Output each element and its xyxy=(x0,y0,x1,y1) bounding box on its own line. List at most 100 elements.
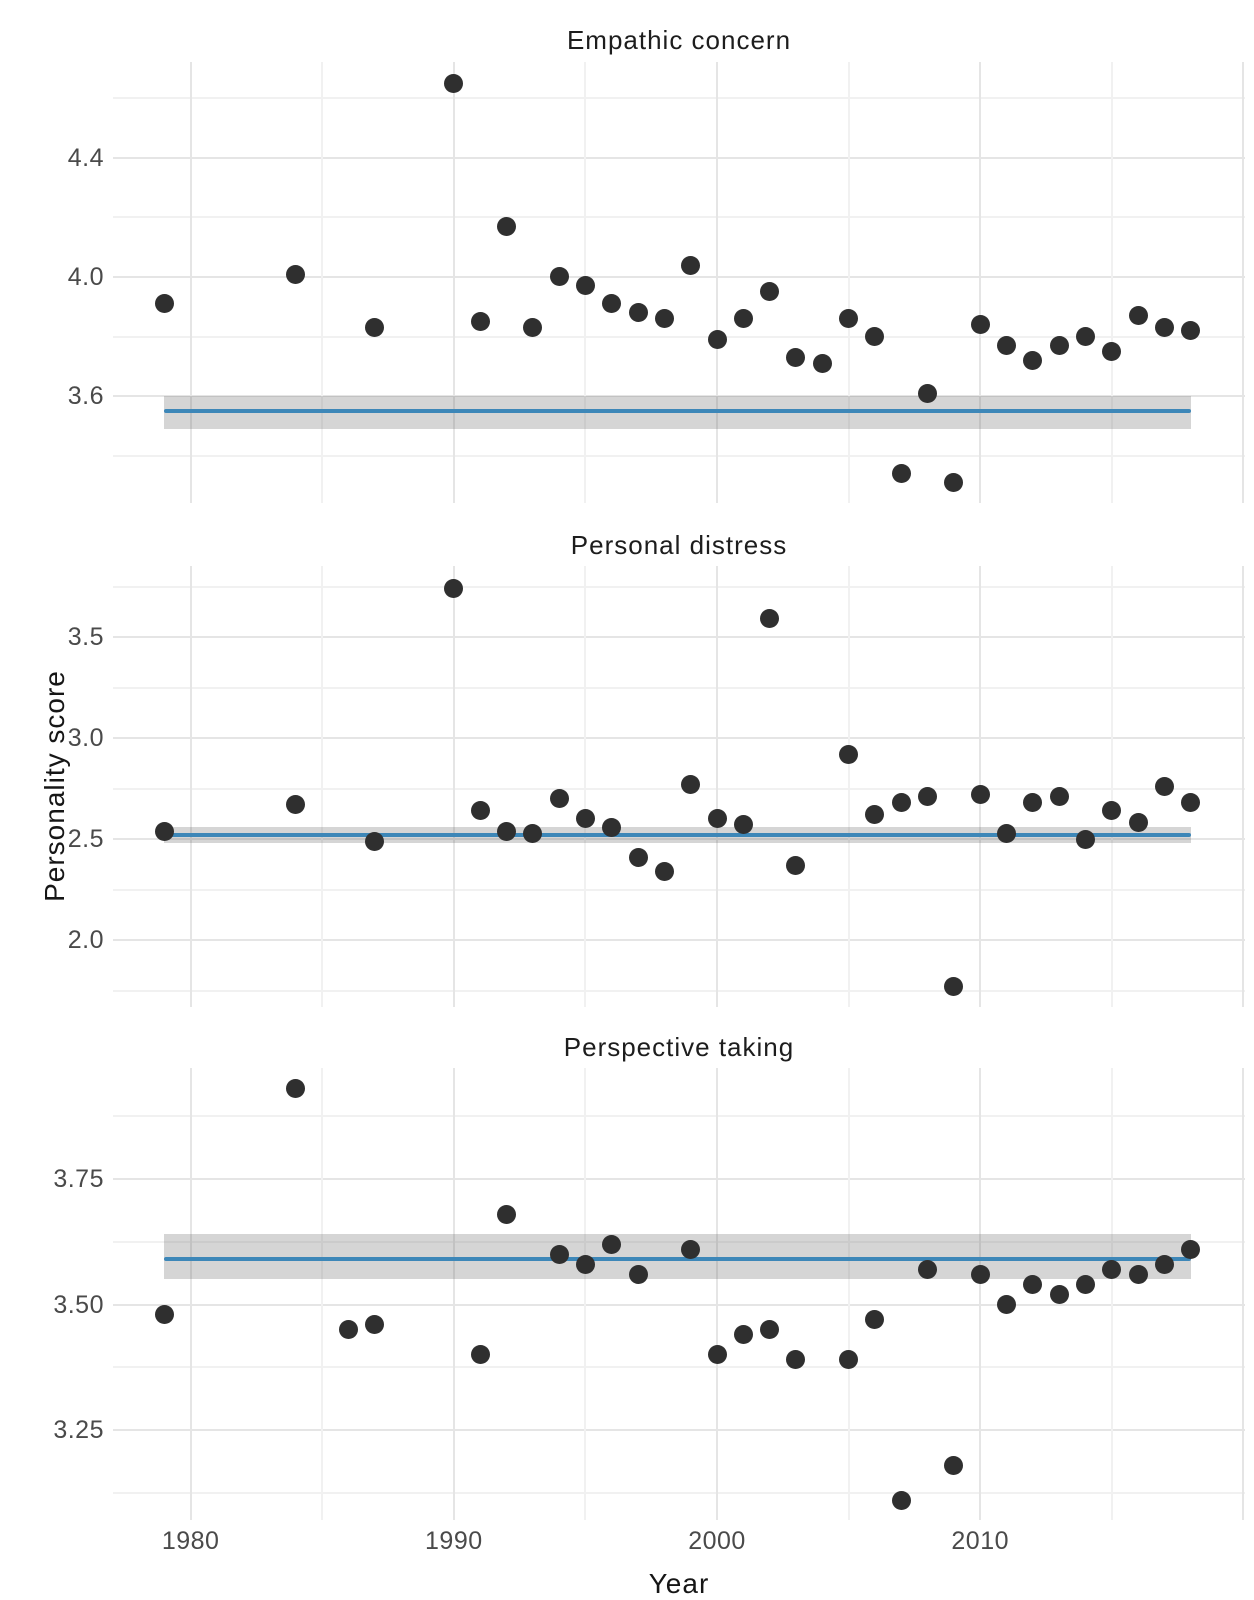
gridline-major-y xyxy=(113,838,1245,841)
data-point xyxy=(1128,813,1148,833)
data-point xyxy=(1049,787,1069,807)
data-point xyxy=(970,1264,990,1284)
data-point xyxy=(918,383,938,403)
data-point xyxy=(733,309,753,329)
gridline-major-x xyxy=(979,62,982,503)
data-point xyxy=(786,347,806,367)
gridline-minor-y xyxy=(113,335,1245,338)
gridline-minor-y xyxy=(113,97,1245,100)
data-point xyxy=(339,1320,359,1340)
data-point xyxy=(470,801,490,821)
gridline-minor-y xyxy=(113,1491,1245,1494)
gridline-minor-x xyxy=(584,566,587,1007)
data-point xyxy=(1023,350,1043,370)
gridline-minor-y xyxy=(113,787,1245,790)
data-point xyxy=(707,809,727,829)
data-point xyxy=(997,823,1017,843)
x-tick-label: 1990 xyxy=(425,1527,483,1555)
data-point xyxy=(549,1244,569,1264)
y-tick-label: 3.6 xyxy=(67,382,104,411)
data-point xyxy=(1076,327,1095,347)
x-axis-title: Year xyxy=(648,1568,710,1599)
data-point xyxy=(839,744,859,764)
x-tick-label: 1980 xyxy=(161,1527,220,1555)
gridline-major-x xyxy=(979,1068,982,1520)
data-point xyxy=(944,977,964,997)
data-point xyxy=(1181,321,1201,341)
gridline-major-y xyxy=(113,939,1245,942)
data-point xyxy=(154,1305,174,1325)
gridline-minor-y xyxy=(113,585,1245,588)
gridline-minor-x xyxy=(847,1068,850,1520)
gridline-major-x xyxy=(1242,566,1245,1007)
panel-title-personal-distress: Personal distress xyxy=(570,530,788,560)
y-tick-label: 3.50 xyxy=(53,1290,104,1319)
gridline-major-y xyxy=(113,1177,1245,1180)
gridline-major-x xyxy=(716,566,719,1007)
data-point xyxy=(1154,318,1174,338)
data-point xyxy=(707,1345,727,1365)
data-point xyxy=(1102,1259,1122,1279)
data-point xyxy=(707,330,727,350)
y-tick-label: 2.5 xyxy=(67,825,104,854)
data-point xyxy=(1102,801,1122,821)
data-point xyxy=(970,785,990,805)
gridline-minor-x xyxy=(321,1068,324,1520)
data-point xyxy=(865,805,885,825)
data-point xyxy=(654,309,674,329)
panel-perspective-taking xyxy=(113,1068,1245,1520)
gridline-major-y xyxy=(113,1303,1245,1306)
data-point xyxy=(1181,1239,1201,1259)
gridline-minor-x xyxy=(847,566,850,1007)
mean-line xyxy=(164,409,1191,414)
data-point xyxy=(575,1254,595,1274)
data-point xyxy=(365,1315,385,1335)
data-point xyxy=(1076,1274,1095,1294)
gridline-minor-x xyxy=(847,62,850,503)
gridline-major-y xyxy=(113,737,1245,740)
data-point xyxy=(286,264,306,284)
x-tick-label: 2010 xyxy=(951,1527,1010,1555)
data-point xyxy=(786,855,806,875)
mean-line xyxy=(164,833,1191,838)
data-point xyxy=(733,815,753,835)
data-point xyxy=(918,787,938,807)
gridline-major-y xyxy=(113,156,1245,159)
gridline-minor-y xyxy=(113,1366,1245,1369)
data-point xyxy=(1154,777,1174,797)
data-point xyxy=(628,847,648,867)
y-tick-label: 3.0 xyxy=(67,724,104,753)
data-point xyxy=(760,609,780,629)
data-point xyxy=(1102,342,1122,362)
data-point xyxy=(365,831,385,851)
data-point xyxy=(681,255,701,275)
gridline-minor-x xyxy=(321,566,324,1007)
data-point xyxy=(681,1239,701,1259)
gridline-minor-x xyxy=(1110,566,1113,1007)
data-point xyxy=(1154,1254,1174,1274)
data-point xyxy=(654,861,674,881)
data-point xyxy=(549,789,569,809)
gridline-major-x xyxy=(1242,62,1245,503)
gridline-major-x xyxy=(716,1068,719,1520)
gridline-minor-y xyxy=(113,1240,1245,1243)
data-point xyxy=(470,312,490,332)
y-tick-label: 3.5 xyxy=(67,623,104,652)
data-point xyxy=(1049,336,1069,356)
gridline-minor-y xyxy=(113,686,1245,689)
data-point xyxy=(944,1455,964,1475)
y-tick-label: 4.4 xyxy=(67,143,104,172)
gridline-minor-x xyxy=(321,62,324,503)
data-point xyxy=(760,282,780,302)
data-point xyxy=(496,1204,516,1224)
panel-personal-distress xyxy=(113,566,1245,1007)
data-point xyxy=(1049,1285,1069,1304)
data-point xyxy=(602,294,622,314)
data-point xyxy=(365,318,385,338)
data-point xyxy=(286,1079,306,1099)
data-point xyxy=(523,823,543,843)
data-point xyxy=(286,795,306,815)
y-tick-label: 2.0 xyxy=(67,926,104,955)
data-point xyxy=(575,809,595,829)
